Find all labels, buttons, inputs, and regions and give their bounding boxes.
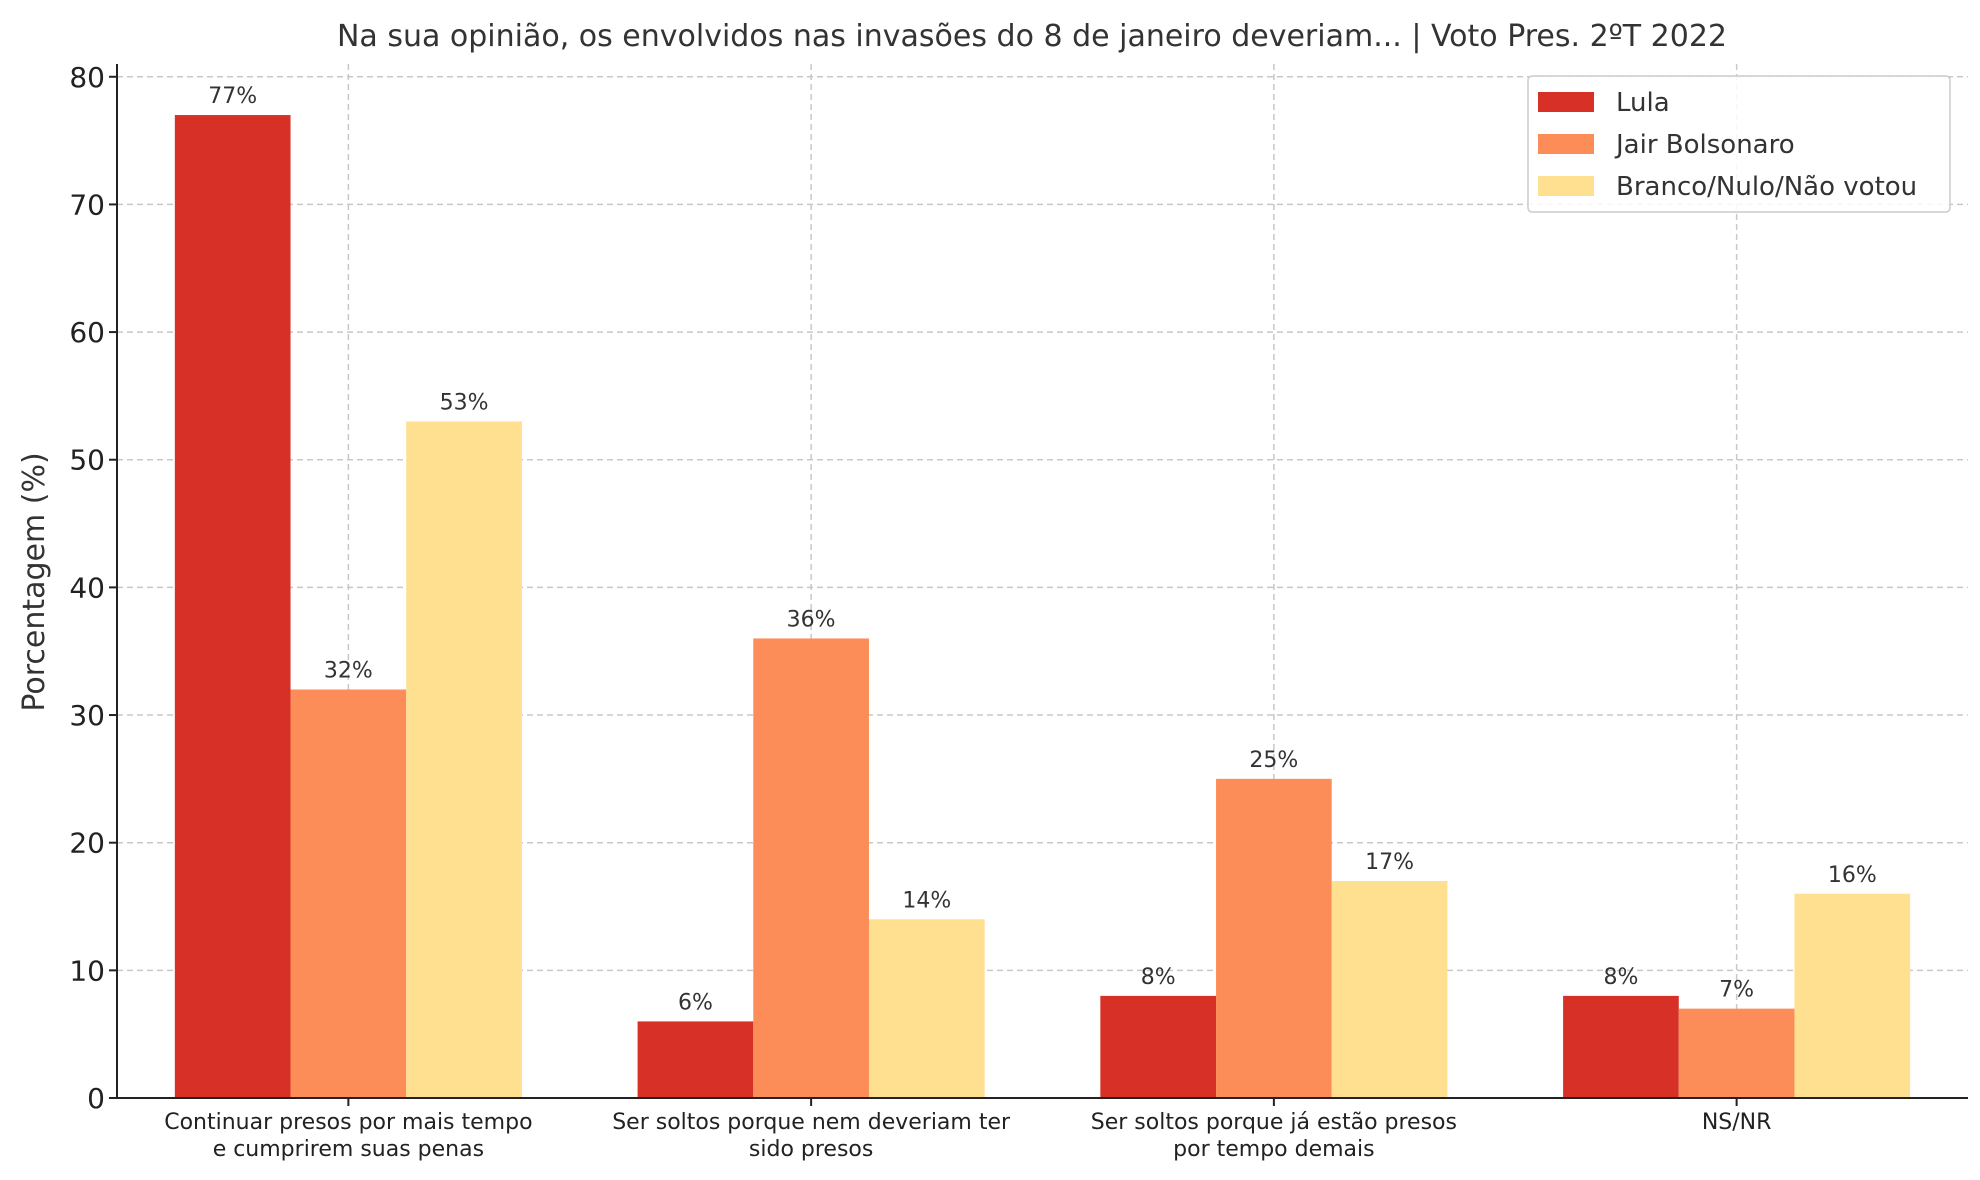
bar (1794, 893, 1911, 1098)
data-label: 6% (678, 990, 713, 1015)
y-tick-label: 0 (87, 1082, 105, 1115)
bar (406, 421, 522, 1098)
legend-swatch (1538, 176, 1594, 196)
y-tick-label: 80 (69, 61, 105, 94)
bar (753, 638, 869, 1098)
y-tick-label: 40 (69, 571, 105, 604)
data-label: 8% (1603, 965, 1638, 990)
data-label: 36% (787, 607, 836, 632)
x-tick-label: Continuar presos por mais tempo e cumprir… (164, 1110, 532, 1162)
y-tick-label: 60 (69, 316, 105, 349)
x-tick-label-line: por tempo demais (1173, 1137, 1374, 1162)
bar (1563, 995, 1679, 1098)
x-tick-label: NS/NR (1702, 1110, 1772, 1135)
data-label: 53% (440, 390, 489, 415)
data-label: 8% (1141, 965, 1176, 990)
legend-box (1527, 75, 1951, 213)
x-tick-label: Ser soltos porque já estão presos por tem… (1091, 1110, 1457, 1162)
data-label: 16% (1828, 863, 1877, 888)
x-tick-label-line: NS/NR (1702, 1110, 1772, 1135)
y-tick-label: 20 (69, 827, 105, 860)
x-tick-label-line: e cumprirem suas penas (213, 1137, 484, 1162)
chart-title: Na sua opinião, os envolvidos nas invasõ… (337, 19, 1727, 54)
x-tick-label-line: Ser soltos porque nem deveriam ter (612, 1110, 1011, 1135)
x-tick-label-line: sido presos (749, 1137, 873, 1162)
bar (1100, 995, 1217, 1098)
legend-label: Jair Bolsonaro (1614, 130, 1795, 160)
legend: Lula Jair Bolsonaro Branco/Nulo/Não votou (1527, 75, 1951, 213)
legend-swatch (1538, 92, 1594, 112)
bar (637, 1021, 754, 1098)
bar (1678, 1008, 1795, 1098)
data-label: 77% (208, 84, 257, 109)
data-label: 14% (902, 888, 951, 913)
y-tick-label: 30 (69, 699, 105, 732)
legend-label: Lula (1616, 88, 1670, 118)
legend-label: Branco/Nulo/Não votou (1616, 172, 1917, 202)
bar (1216, 778, 1332, 1098)
x-tick-label: Ser soltos porque nem deveriam ter sido p… (612, 1110, 1011, 1162)
bar (174, 115, 291, 1099)
data-label: 32% (324, 659, 373, 684)
bar (1331, 880, 1448, 1098)
data-label: 7% (1719, 978, 1754, 1003)
bars (174, 115, 1911, 1099)
y-axis-label: Porcentagem (%) (17, 452, 52, 711)
x-tick-label-line: Continuar presos por mais tempo (164, 1110, 532, 1135)
x-tick-label-line: Ser soltos porque já estão presos (1091, 1110, 1457, 1135)
y-tick-label: 10 (69, 954, 105, 987)
data-label: 25% (1249, 748, 1298, 773)
y-tick-label: 50 (69, 444, 105, 477)
y-tick-label: 70 (69, 188, 105, 221)
bar (868, 919, 985, 1098)
bar (290, 689, 407, 1098)
legend-swatch (1538, 134, 1594, 154)
axes: 0 10 20 30 40 50 60 70 80 Continuar presos por ma… (69, 61, 1968, 1162)
data-label: 17% (1365, 850, 1414, 875)
data-labels: 77% 6% 8% 8% 32% 36% 25% 7% 53% 14% 17% 16% (208, 84, 1877, 1015)
